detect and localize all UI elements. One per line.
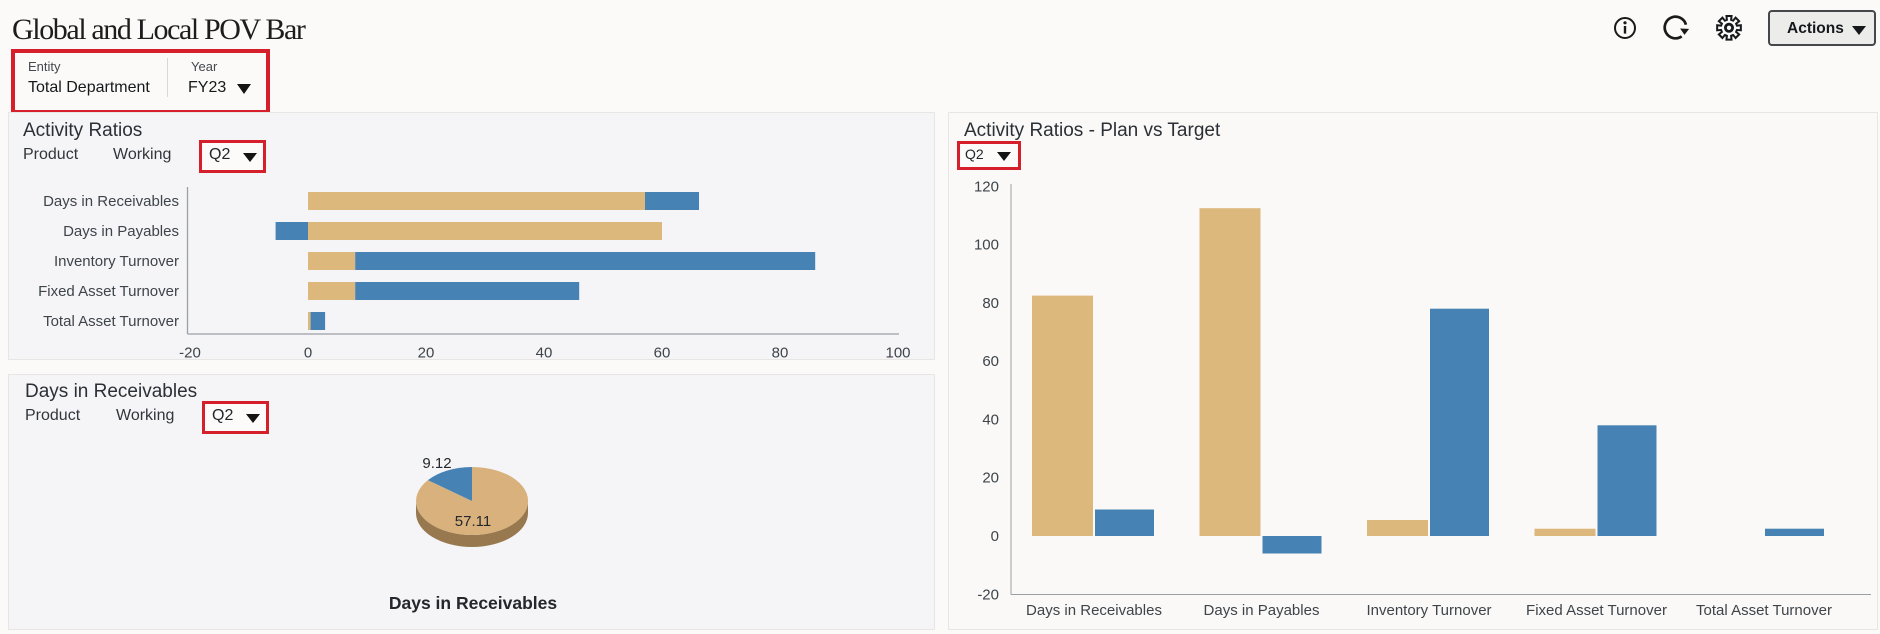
svg-text:40: 40	[536, 345, 553, 360]
svg-text:80: 80	[982, 295, 999, 312]
svg-text:Days in Receivables: Days in Receivables	[1026, 602, 1162, 619]
svg-text:Inventory Turnover: Inventory Turnover	[54, 253, 179, 270]
svg-text:20: 20	[418, 345, 435, 360]
svg-text:-20: -20	[977, 586, 999, 603]
svg-text:Total Asset Turnover: Total Asset Turnover	[1696, 602, 1832, 619]
svg-text:0: 0	[991, 528, 999, 545]
svg-text:40: 40	[982, 412, 999, 429]
svg-text:Days in Payables: Days in Payables	[63, 223, 179, 240]
svg-text:20: 20	[982, 470, 999, 487]
svg-text:9.12: 9.12	[422, 455, 451, 472]
svg-text:80: 80	[772, 345, 789, 360]
svg-text:-20: -20	[179, 345, 201, 360]
svg-text:60: 60	[982, 353, 999, 370]
svg-text:Days in Receivables: Days in Receivables	[389, 593, 558, 613]
svg-text:100: 100	[974, 237, 999, 254]
svg-text:Days in Receivables: Days in Receivables	[43, 193, 179, 210]
svg-text:Fixed Asset Turnover: Fixed Asset Turnover	[1526, 602, 1667, 619]
svg-text:Total Asset Turnover: Total Asset Turnover	[43, 313, 179, 330]
svg-text:0: 0	[304, 345, 312, 360]
svg-text:60: 60	[654, 345, 671, 360]
svg-text:Days in Payables: Days in Payables	[1204, 602, 1320, 619]
svg-text:Fixed Asset Turnover: Fixed Asset Turnover	[38, 283, 179, 300]
svg-text:Inventory Turnover: Inventory Turnover	[1366, 602, 1491, 619]
svg-text:57.11: 57.11	[455, 513, 491, 530]
svg-text:120: 120	[974, 178, 999, 195]
svg-text:100: 100	[885, 345, 910, 360]
